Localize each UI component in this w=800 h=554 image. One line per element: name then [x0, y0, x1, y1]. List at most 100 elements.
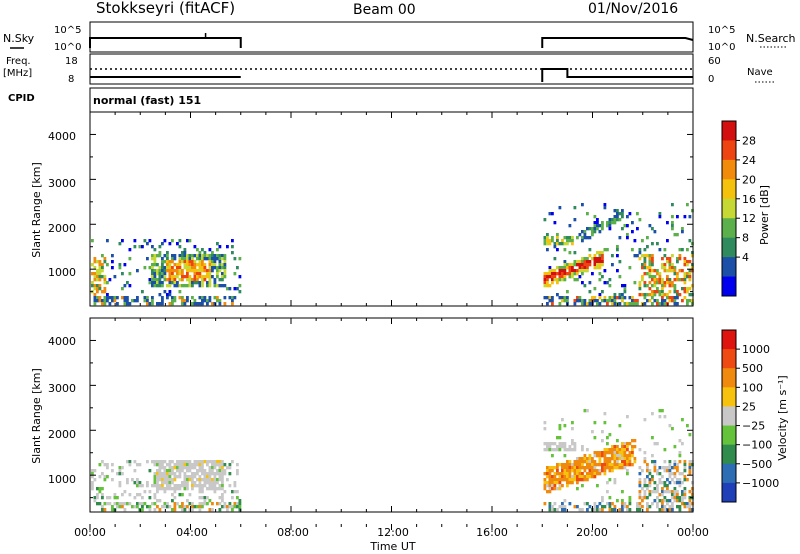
echo-cell — [141, 496, 144, 500]
echo-cell — [568, 236, 572, 240]
echo-cell — [188, 463, 192, 467]
echo-cell — [643, 478, 647, 482]
echo-cell — [156, 302, 159, 306]
echo-cell — [683, 478, 687, 482]
echo-cell — [626, 442, 629, 446]
echo-cell — [238, 275, 242, 279]
echo-cell — [616, 499, 619, 503]
echo-cell — [686, 302, 689, 306]
echo-cell — [201, 484, 204, 488]
echo-cell — [211, 478, 214, 482]
echo-cell — [546, 490, 549, 494]
echo-cell — [621, 299, 624, 303]
echo-cell — [573, 263, 577, 267]
echo-cell — [193, 254, 197, 258]
echo-cell — [191, 478, 194, 482]
echo-cell — [106, 293, 109, 297]
echo-cell — [626, 415, 629, 419]
nsky-label: N.Sky — [3, 32, 35, 45]
echo-cell — [603, 206, 607, 210]
echo-cell — [678, 460, 682, 464]
echo-cell — [218, 478, 222, 482]
echo-cell — [681, 278, 684, 282]
echo-cell — [661, 290, 664, 294]
echo-cell — [626, 224, 629, 228]
echo-cell — [118, 481, 122, 485]
echo-cell — [96, 287, 99, 291]
echo-cell — [93, 260, 97, 264]
echo-cell — [103, 299, 107, 303]
echo-cell — [568, 275, 572, 279]
echo-cell — [188, 502, 192, 506]
echo-cell — [678, 505, 682, 509]
echo-cell — [551, 478, 554, 482]
echo-cell — [688, 502, 692, 506]
echo-cell — [93, 469, 97, 473]
echo-cell — [651, 242, 654, 246]
echo-cell — [573, 475, 577, 479]
echo-cell — [573, 260, 577, 264]
echo-cell — [623, 290, 627, 294]
echo-cell — [588, 469, 592, 473]
echo-cell — [171, 299, 174, 303]
echo-cell — [186, 505, 189, 509]
echo-cell — [93, 275, 97, 279]
echo-cell — [608, 508, 612, 512]
echo-cell — [201, 263, 204, 267]
nave-tick-top: 60 — [708, 56, 721, 67]
echo-cell — [163, 239, 167, 243]
echo-cell — [603, 296, 607, 300]
echo-cell — [671, 466, 674, 470]
echo-cell — [653, 299, 657, 303]
echo-cell — [691, 251, 694, 255]
echo-cell — [556, 236, 559, 240]
echo-cell — [168, 469, 172, 473]
echo-cell — [193, 266, 197, 270]
echo-cell — [623, 457, 627, 461]
echo-cell — [168, 272, 172, 276]
echo-cell — [623, 454, 627, 458]
echo-cell — [118, 266, 122, 270]
echo-cell — [613, 302, 617, 306]
echo-cell — [638, 251, 642, 255]
echo-cell — [196, 472, 199, 476]
echo-cell — [168, 275, 172, 279]
echo-cell — [93, 478, 97, 482]
echo-cell — [223, 275, 227, 279]
echo-cell — [171, 493, 174, 497]
echo-cell — [683, 275, 687, 279]
echo-cell — [548, 239, 552, 243]
echo-cell — [551, 484, 554, 488]
nsky-line-night — [541, 37, 694, 48]
echo-cell — [173, 466, 177, 470]
echo-cell — [578, 299, 582, 303]
echo-cell — [168, 505, 172, 509]
echo-cell — [578, 469, 582, 473]
echo-cell — [596, 454, 599, 458]
echo-cell — [113, 296, 117, 300]
echo-cell — [91, 487, 94, 491]
echo-cell — [558, 463, 562, 467]
echo-cell — [683, 493, 687, 497]
echo-cell — [596, 260, 599, 264]
echo-cell — [678, 484, 682, 488]
echo-cell — [156, 490, 159, 494]
echo-cell — [213, 472, 217, 476]
echo-cell — [573, 460, 577, 464]
echo-cell — [216, 275, 219, 279]
echo-cell — [553, 487, 557, 491]
echo-cell — [151, 460, 154, 464]
echo-cell — [668, 466, 672, 470]
echo-cell — [223, 502, 227, 506]
echo-cell — [206, 281, 209, 285]
echo-cell — [176, 281, 179, 285]
power-colorbar-swatch — [722, 179, 736, 200]
velocity-colorbar-swatch — [722, 406, 736, 427]
echo-cell — [203, 469, 207, 473]
echo-cell — [658, 248, 662, 252]
echo-cell — [183, 254, 187, 258]
echo-cell — [578, 475, 582, 479]
echo-cell — [228, 472, 232, 476]
echo-cell — [566, 469, 569, 473]
echo-cell — [153, 275, 157, 279]
